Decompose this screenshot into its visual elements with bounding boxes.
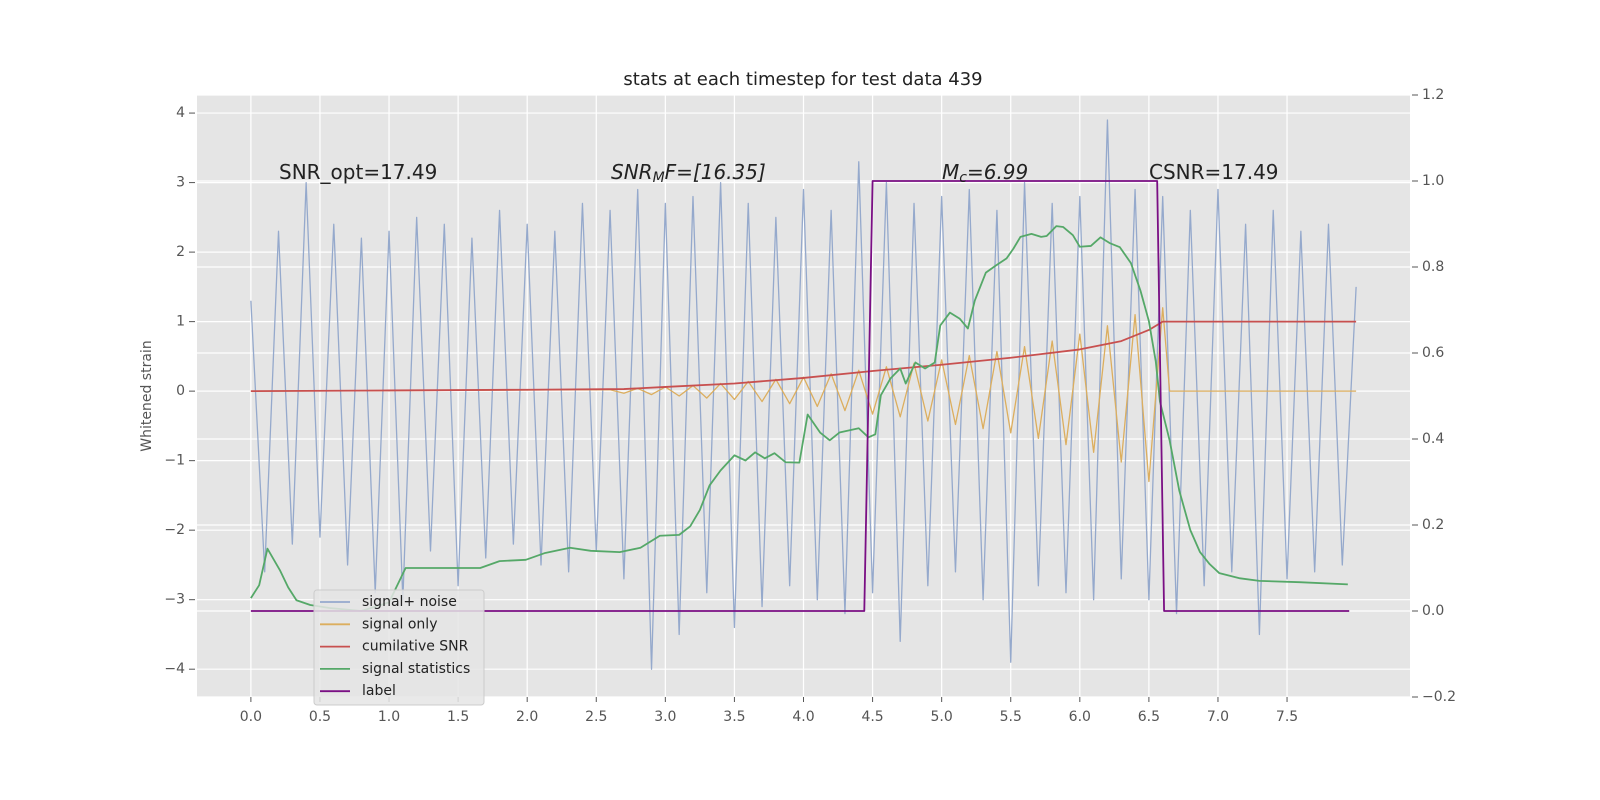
x-tick-label: 4.5 (861, 709, 883, 725)
x-tick-label: 5.0 (931, 709, 953, 725)
annotation-part: F=[16.35] (665, 160, 766, 184)
y2-tick-label: 0.0 (1422, 603, 1444, 619)
x-tick-label: 7.0 (1207, 709, 1229, 725)
y-tick-label: −3 (164, 592, 185, 608)
annotation-part: SNR (611, 160, 653, 184)
annotation-part: CSNR=17.49 (1149, 160, 1279, 184)
legend-label: cumilative SNR (362, 639, 469, 655)
legend-label: signal statistics (362, 661, 470, 677)
y-tick-label: 1 (176, 314, 185, 330)
series-line (250, 180, 1350, 612)
y-tick-label: −4 (164, 661, 185, 677)
series-line (250, 119, 1357, 670)
annotation-part: =6.99 (967, 160, 1028, 184)
y-tick-label: 0 (176, 383, 185, 399)
annotation-part: M (653, 170, 665, 186)
legend: signal+ noise signal only cumilative SNR si… (313, 589, 485, 706)
y-tick-label: 2 (176, 244, 185, 260)
y2-tick-label: 0.8 (1422, 259, 1444, 275)
chart-title: stats at each timestep for test data 439 (623, 69, 982, 90)
x-tick-label: 3.5 (723, 709, 745, 725)
series-line (250, 307, 1357, 483)
legend-label: label (362, 683, 396, 699)
y2-tick-label: −0.2 (1422, 689, 1456, 705)
annotation: SNR_opt=17.49 (279, 160, 437, 184)
legend-label: signal+ noise (362, 594, 457, 610)
annotation-part: M (942, 160, 959, 184)
y-axis-label: Whitened strain (139, 340, 155, 451)
x-tick-label: 0.0 (240, 709, 262, 725)
y2-tick-label: 0.6 (1422, 345, 1444, 361)
y-tick-label: −1 (164, 453, 185, 469)
x-tick-label: 0.5 (309, 709, 331, 725)
annotation-part: SNR_opt=17.49 (279, 160, 437, 184)
y2-tick-label: 0.4 (1422, 431, 1444, 447)
annotation-part: c (959, 170, 967, 186)
y2-tick-label: 1.2 (1422, 87, 1444, 103)
x-tick-label: 1.5 (447, 709, 469, 725)
y-tick-label: 3 (176, 175, 185, 191)
x-tick-label: 4.0 (792, 709, 814, 725)
x-tick-label: 2.0 (516, 709, 538, 725)
y2-tick-label: 1.0 (1422, 173, 1444, 189)
annotation: CSNR=17.49 (1149, 160, 1279, 184)
x-tick-label: 6.5 (1138, 709, 1160, 725)
annotation: Mc=6.99 (942, 160, 1028, 187)
x-tick-label: 6.0 (1069, 709, 1091, 725)
x-tick-label: 7.5 (1276, 709, 1298, 725)
legend-label: signal only (362, 616, 437, 632)
legend-box (313, 589, 485, 706)
x-tick-label: 1.0 (378, 709, 400, 725)
y-tick-label: −2 (164, 522, 185, 538)
series-line (250, 320, 1357, 393)
x-tick-label: 3.0 (654, 709, 676, 725)
x-tick-label: 5.5 (1000, 709, 1022, 725)
y-tick-label: 4 (176, 105, 185, 121)
series-line (250, 225, 1348, 612)
x-tick-label: 2.5 (585, 709, 607, 725)
y2-tick-label: 0.2 (1422, 517, 1444, 533)
annotation: SNRMF=[16.35] (611, 160, 766, 187)
